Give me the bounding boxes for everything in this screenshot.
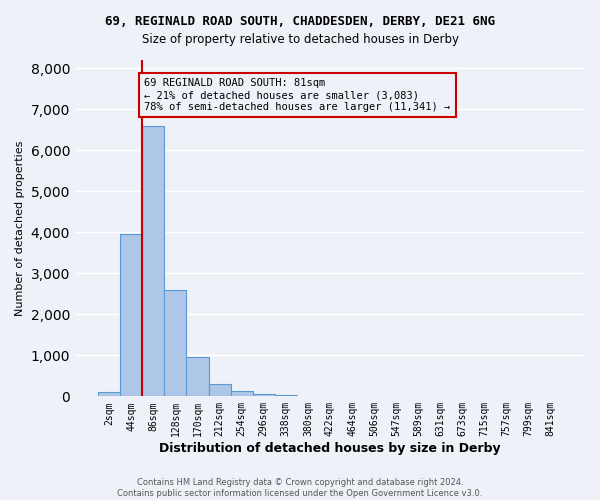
Bar: [187, 358, 209, 397]
Bar: [230, 391, 253, 396]
Text: 69, REGINALD ROAD SOUTH, CHADDESDEN, DERBY, DE21 6NG: 69, REGINALD ROAD SOUTH, CHADDESDEN, DER…: [105, 15, 495, 28]
Bar: [253, 394, 275, 396]
X-axis label: Distribution of detached houses by size in Derby: Distribution of detached houses by size …: [159, 442, 501, 455]
Bar: [209, 384, 230, 396]
Bar: [142, 126, 164, 396]
Y-axis label: Number of detached properties: Number of detached properties: [15, 140, 25, 316]
Bar: [98, 392, 120, 396]
Bar: [164, 290, 187, 397]
Text: Contains HM Land Registry data © Crown copyright and database right 2024.
Contai: Contains HM Land Registry data © Crown c…: [118, 478, 482, 498]
Bar: [120, 234, 142, 396]
Text: Size of property relative to detached houses in Derby: Size of property relative to detached ho…: [142, 32, 458, 46]
Bar: [275, 395, 297, 396]
Text: 69 REGINALD ROAD SOUTH: 81sqm
← 21% of detached houses are smaller (3,083)
78% o: 69 REGINALD ROAD SOUTH: 81sqm ← 21% of d…: [145, 78, 451, 112]
